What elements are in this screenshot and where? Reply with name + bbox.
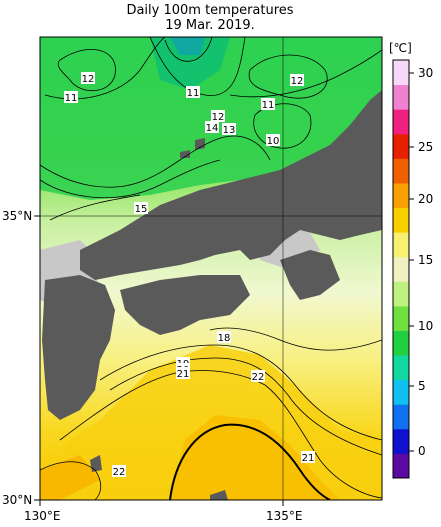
contour-label: 11	[65, 93, 78, 104]
colorbar-tick-15: 15	[418, 253, 434, 267]
colorbar-segment	[393, 355, 409, 381]
colorbar-segment	[393, 404, 409, 430]
contour-label: 21	[302, 453, 315, 464]
colorbar-segment	[393, 232, 409, 258]
colorbar-segment	[393, 281, 409, 307]
colorbar-segment	[393, 379, 409, 405]
lon-tick-130: 130°E	[24, 509, 61, 523]
contour-label: 15	[135, 204, 148, 215]
contour-label: 12	[82, 74, 95, 85]
contour-label: 11	[262, 100, 275, 111]
colorbar-segment	[393, 305, 409, 331]
contour-label: 13	[223, 125, 236, 136]
lat-tick-35: 35°N	[2, 209, 33, 223]
colorbar-segment	[393, 158, 409, 184]
contour-label: 14	[206, 123, 219, 134]
colorbar-segment	[393, 256, 409, 282]
contour-label: 18	[218, 333, 231, 344]
contour-label: 22	[252, 372, 265, 383]
colorbar-segment	[393, 330, 409, 356]
colorbar-segment	[393, 133, 409, 159]
contour-label: 12	[291, 76, 304, 87]
lon-tick-135: 135°E	[266, 509, 303, 523]
map-title: Daily 100m temperatures	[126, 3, 294, 18]
colorbar-segment	[393, 428, 409, 454]
colorbar-tick-20: 20	[418, 192, 434, 206]
contour-label: 12	[212, 112, 225, 123]
map-frame	[39, 36, 383, 501]
colorbar-tick-0: 0	[418, 444, 426, 458]
colorbar-segment	[393, 207, 409, 233]
colorbar-segment	[393, 60, 409, 86]
map-date: 19 Mar. 2019.	[165, 18, 255, 33]
isotherms	[40, 37, 382, 500]
colorbar	[393, 60, 409, 479]
contour-label: 10	[267, 136, 280, 147]
colorbar-tick-30: 30	[418, 66, 434, 80]
colorbar-segment	[393, 182, 409, 209]
colorbar-segment	[393, 109, 409, 135]
contour-label: 22	[113, 467, 126, 478]
land-mass	[42, 90, 382, 500]
colorbar-unit: [℃]	[389, 41, 412, 55]
colorbar-tick-25: 25	[418, 140, 434, 154]
contour-label: 21	[177, 369, 190, 380]
colorbar-segment	[393, 84, 409, 110]
colorbar-tick-10: 10	[418, 319, 434, 333]
colorbar-tick-5: 5	[418, 379, 426, 393]
colorbar-segment	[393, 453, 409, 479]
lat-tick-30: 30°N	[2, 493, 33, 507]
contour-label: 11	[187, 88, 200, 99]
